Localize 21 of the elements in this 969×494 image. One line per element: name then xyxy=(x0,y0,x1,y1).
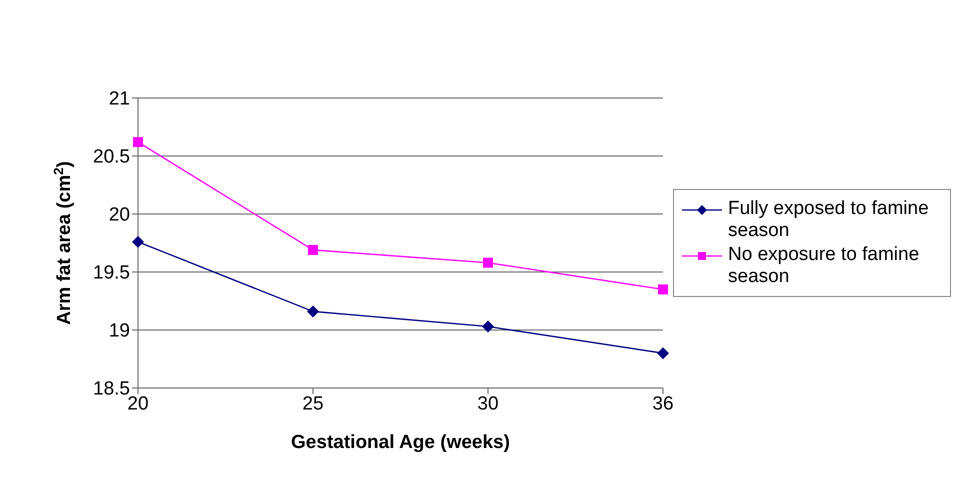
y-tick-label: 20 xyxy=(108,204,130,226)
point xyxy=(483,258,493,268)
y-tick-label: 18.5 xyxy=(93,378,130,400)
x-tick-label: 25 xyxy=(302,393,324,414)
y-tick-label: 21 xyxy=(108,88,130,110)
point xyxy=(132,236,144,248)
legend-label: No exposure to famine season xyxy=(728,244,920,288)
y-tick-label: 19.5 xyxy=(93,262,130,284)
point xyxy=(308,244,318,255)
x-tick-label: 36 xyxy=(652,393,674,414)
point xyxy=(133,137,143,148)
x-axis-title: Gestational Age (weeks) xyxy=(291,432,510,453)
point xyxy=(482,320,494,333)
y-tick-label: 20.5 xyxy=(93,146,130,168)
y-tick-label: 19 xyxy=(108,320,130,342)
legend-label: Fully exposed to famine season xyxy=(728,198,930,242)
x-tick-label: 30 xyxy=(477,393,499,414)
x-tick-label: 20 xyxy=(127,393,149,414)
point xyxy=(657,347,669,360)
point xyxy=(307,305,319,318)
point xyxy=(658,284,668,294)
